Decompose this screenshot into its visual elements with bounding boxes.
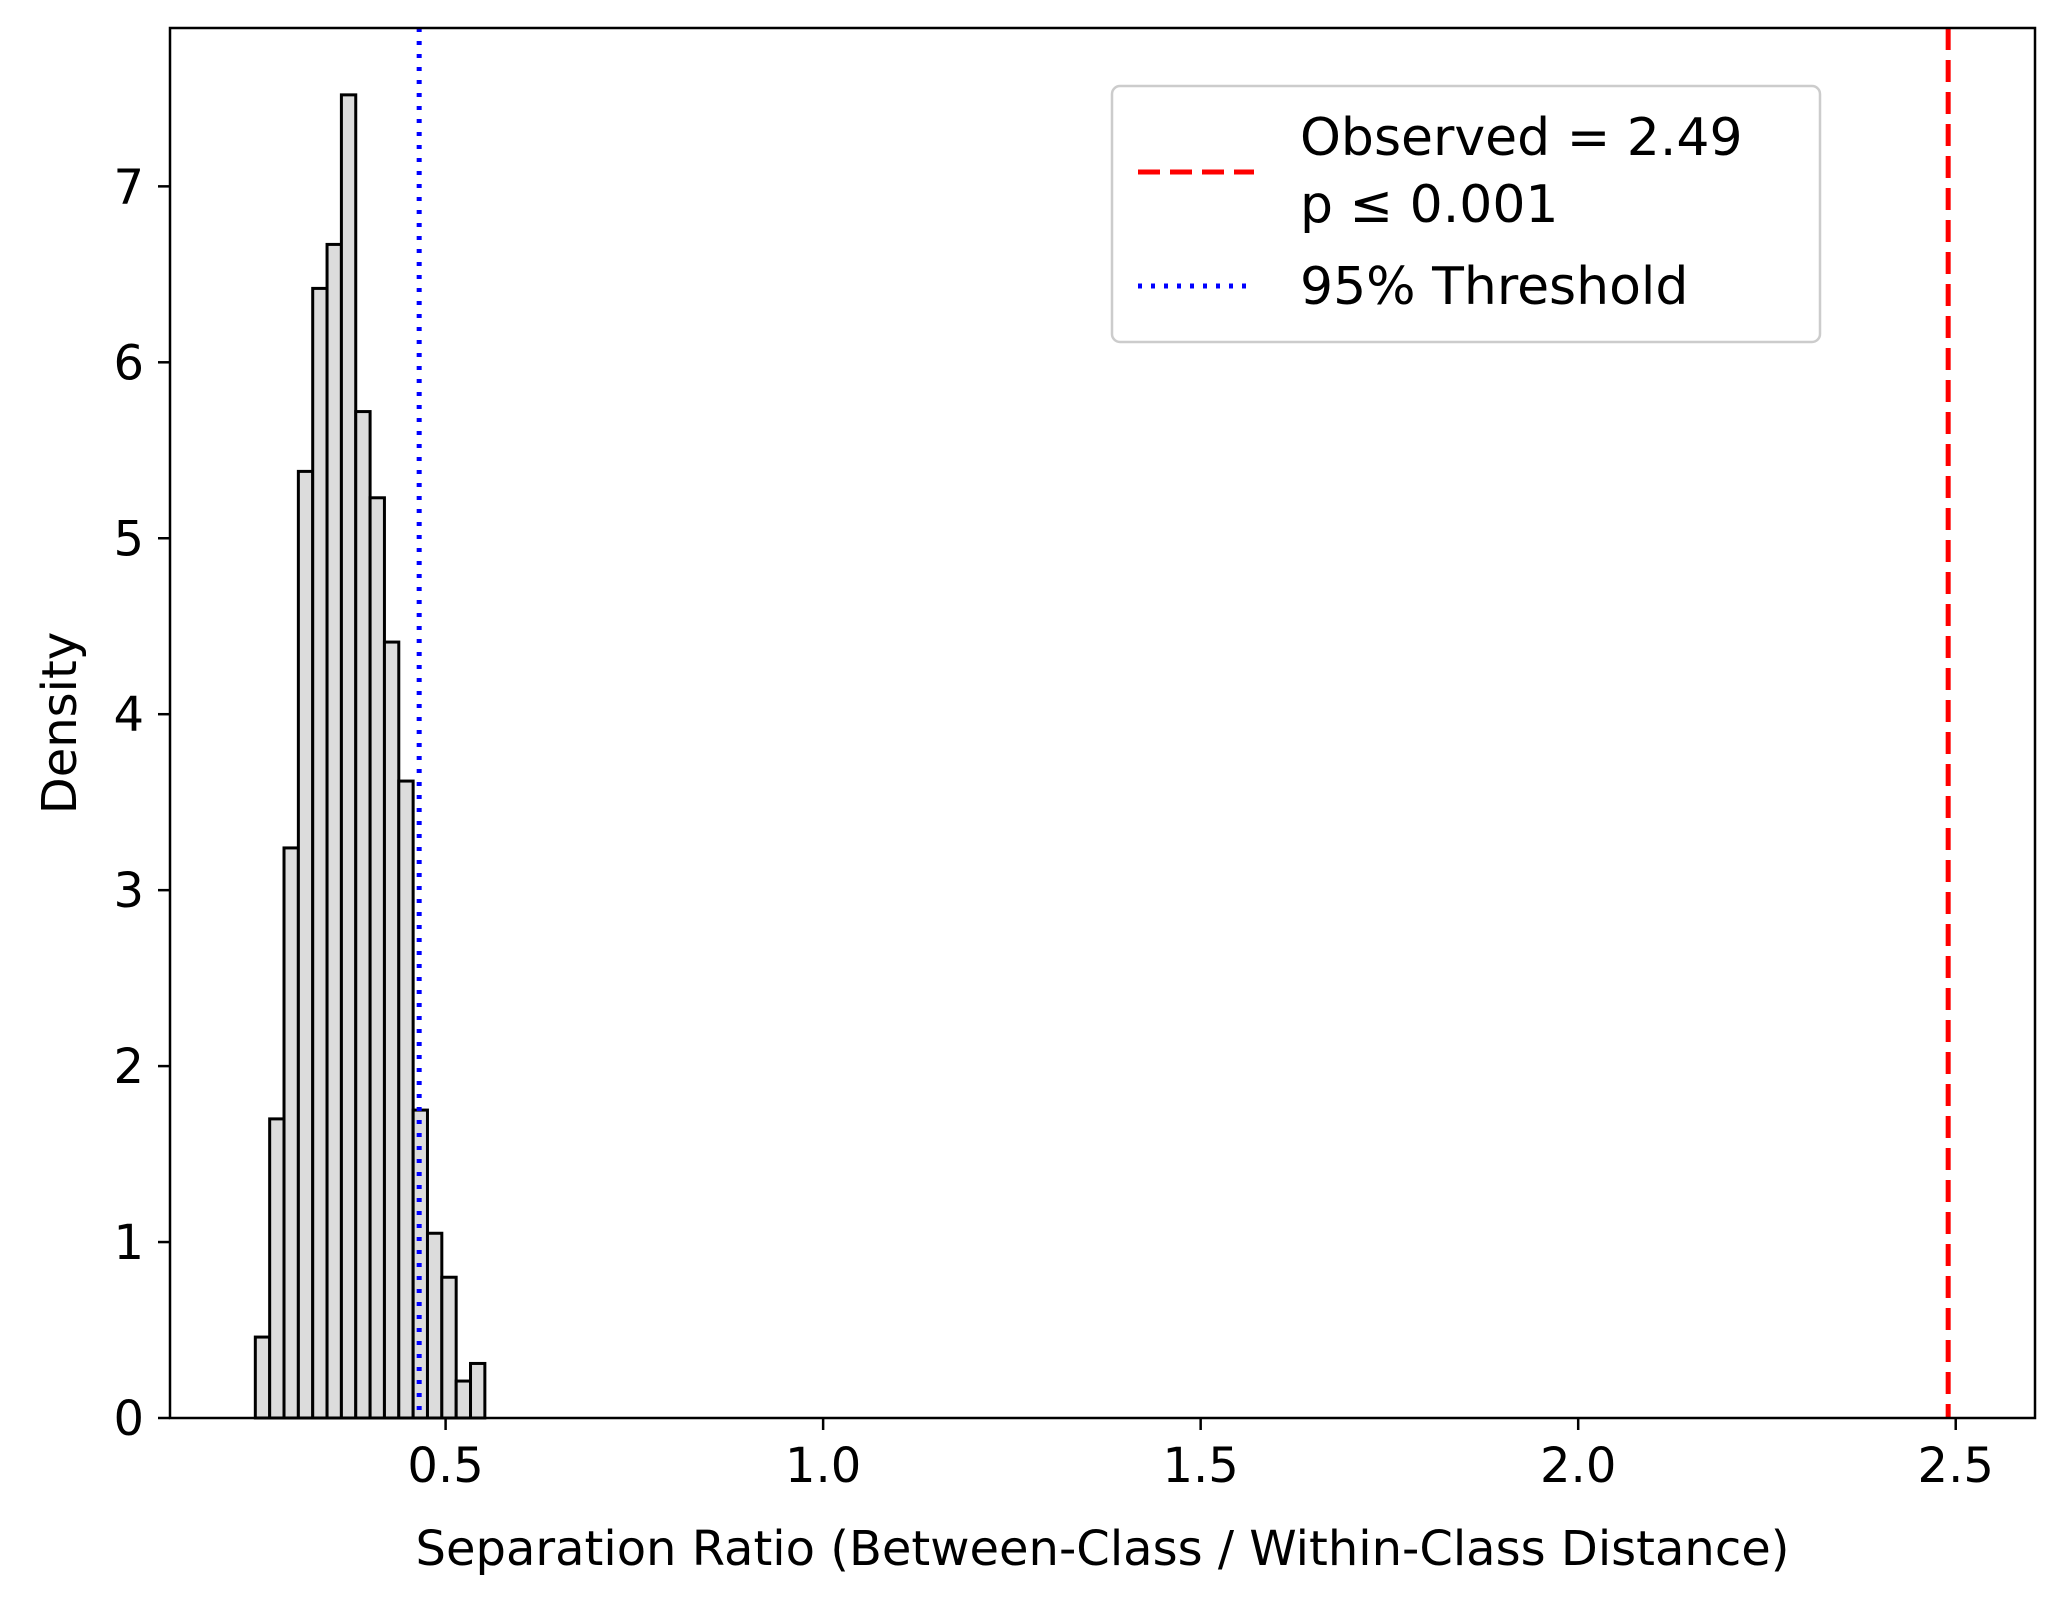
- histogram-bar-7: [354, 410, 372, 1420]
- axes-layer: 0.5 1.0 1.5 2.0 2.5 0 1 2 3 4 5 6 7: [113, 26, 2037, 1494]
- legend-p-value-label: p ≤ 0.001: [1300, 175, 1559, 235]
- y-tick-label: 4: [113, 687, 144, 743]
- histogram-bar-15: [469, 1361, 487, 1420]
- legend: Observed = 2.49 p ≤ 0.001 95% Threshold: [1110, 84, 1822, 344]
- y-tick-label: 2: [113, 1039, 144, 1095]
- x-tick-label: 2.5: [1918, 1438, 1994, 1494]
- histogram-bar-1: [268, 1117, 286, 1420]
- histogram-bar-4: [311, 286, 329, 1420]
- y-tick-label: 0: [113, 1391, 144, 1447]
- y-tick-label: 7: [113, 159, 144, 215]
- y-tick-label: 6: [113, 335, 144, 391]
- histogram-bar-5: [325, 242, 343, 1420]
- x-axis-label: Separation Ratio (Between-Class / Within…: [416, 1521, 1790, 1577]
- legend-box: [1110, 84, 1822, 344]
- y-tick-label: 3: [113, 863, 144, 919]
- x-tick-label: 1.0: [785, 1438, 861, 1494]
- legend-threshold-label: 95% Threshold: [1300, 257, 1688, 317]
- histogram-bar-6: [339, 93, 358, 1420]
- reference-lines-layer: [416, 28, 1951, 1418]
- y-tick-label: 5: [113, 511, 144, 567]
- y-axis-label: Density: [32, 632, 88, 814]
- legend-observed-label: Observed = 2.49: [1300, 108, 1743, 168]
- x-tick-label: 1.5: [1162, 1438, 1238, 1494]
- histogram-bar-2: [282, 846, 300, 1420]
- y-tick-label: 1: [113, 1215, 144, 1271]
- histogram-bar-0: [253, 1335, 272, 1420]
- histogram-bar-9: [382, 640, 401, 1420]
- histogram-bar-14: [454, 1379, 473, 1420]
- bars-layer: [253, 93, 487, 1420]
- histogram-bar-13: [440, 1275, 458, 1420]
- histogram-bar-10: [397, 779, 415, 1420]
- histogram-bar-8: [368, 496, 386, 1420]
- histogram-bar-3: [296, 469, 315, 1420]
- x-tick-label: 2.0: [1540, 1438, 1616, 1494]
- x-tick-label: 0.5: [407, 1438, 483, 1494]
- histogram-bar-12: [425, 1231, 444, 1420]
- plot-frame: [168, 26, 2037, 1420]
